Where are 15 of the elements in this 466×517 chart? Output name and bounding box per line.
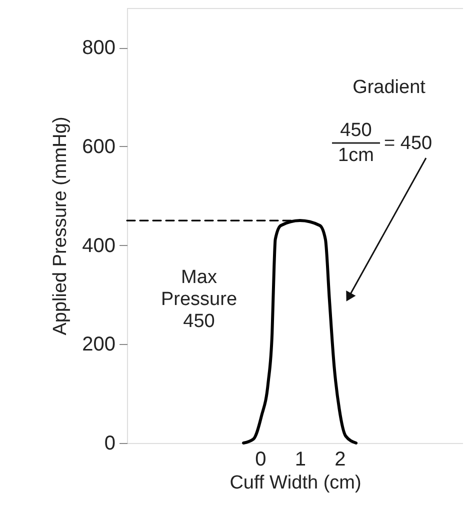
x-tick-label: 2 [334, 448, 346, 470]
y-tick-label: 0 [104, 432, 116, 454]
x-axis-title: Cuff Width (cm) [230, 472, 362, 494]
annotation: Max Pressure 450 [160, 267, 238, 332]
y-tick-label: 600 [82, 136, 116, 158]
annotation: Gradient [352, 77, 426, 98]
y-tick-label: 800 [82, 37, 116, 60]
annotation: = 450 [384, 133, 432, 154]
x-tick-label: 0 [255, 448, 266, 470]
y-tick-label: 400 [82, 234, 116, 257]
annotation: 1cm [338, 145, 374, 166]
y-axis-title: Applied Pressure (mmHg) [50, 116, 72, 336]
y-tick-label: 200 [82, 334, 116, 356]
annotation: 450 [340, 120, 372, 141]
x-tick-label: 1 [294, 448, 306, 470]
